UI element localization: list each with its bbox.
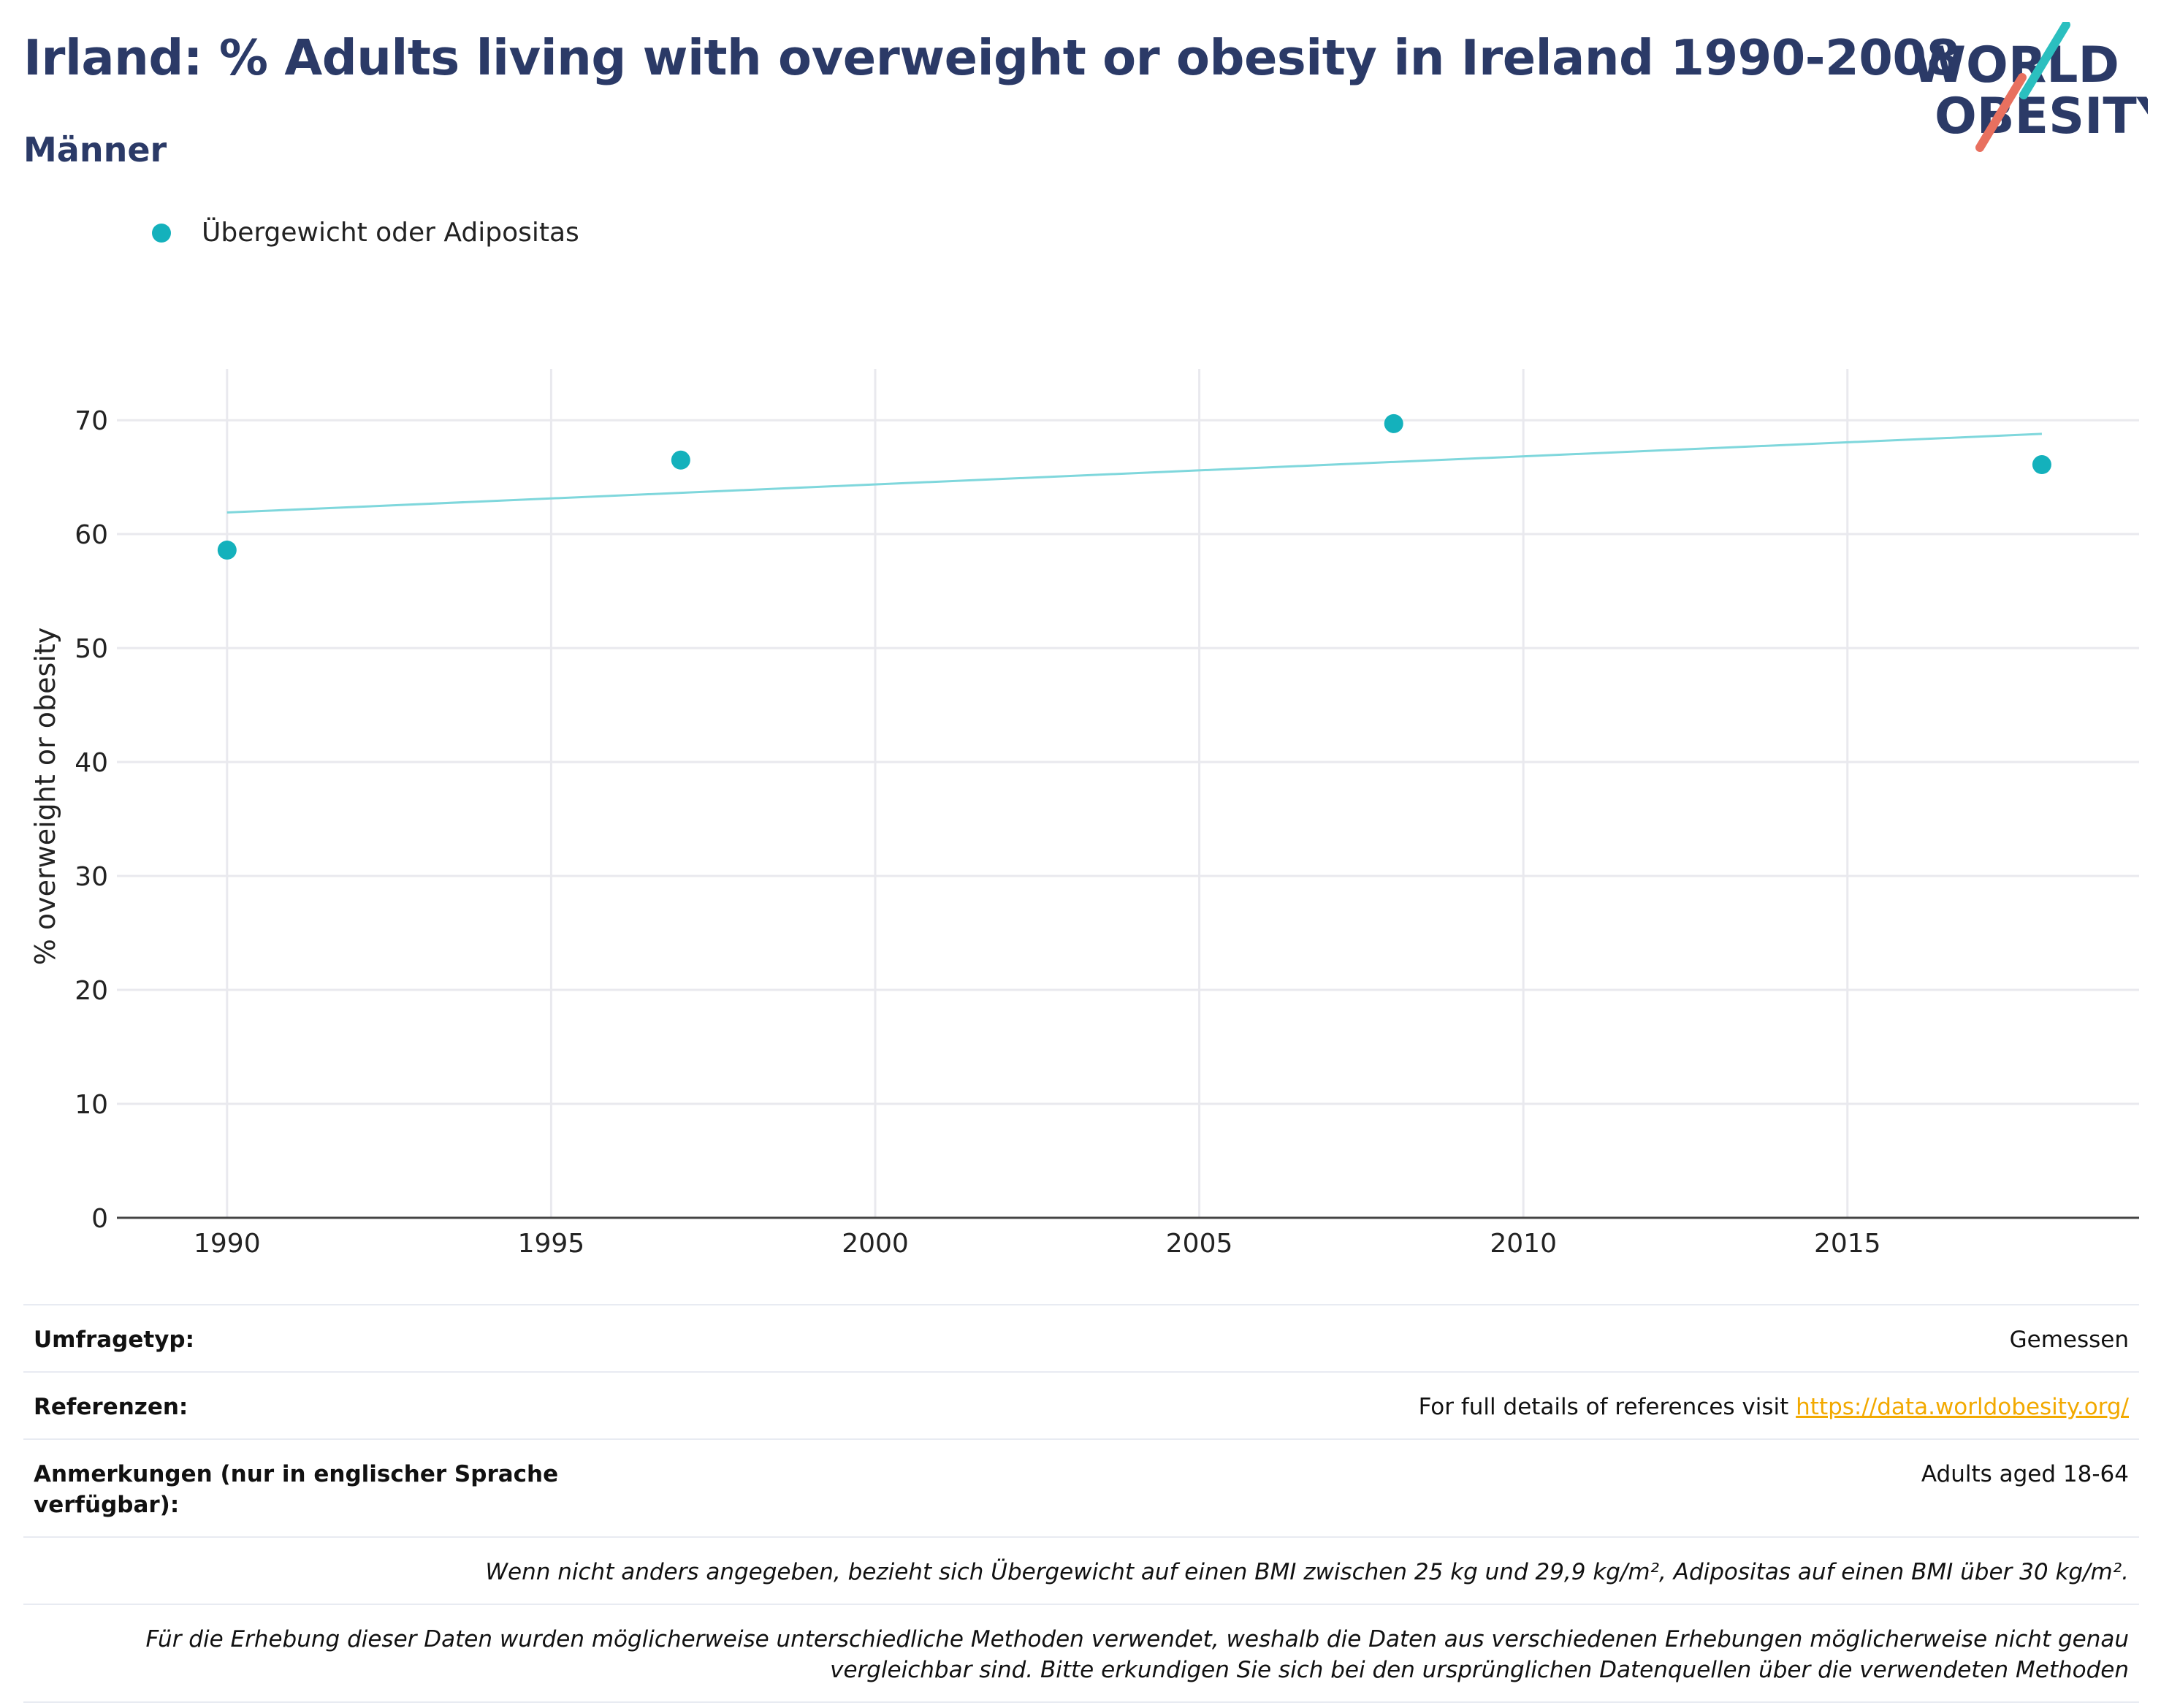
scatter-chart: 1990 1995 2000 2005 2010 2015 0 10 20 30 40 50 60 70… bbox=[29, 369, 2139, 1259]
y-tick-10: 10 bbox=[75, 1090, 108, 1120]
notes-label: Anmerkungen (nur in englischer Sprache v… bbox=[34, 1461, 559, 1518]
y-tick-30: 30 bbox=[75, 862, 108, 892]
logo-word-obesity: OBESITY bbox=[1935, 88, 2148, 145]
world-obesity-logo: WORLD OBESITY bbox=[1911, 22, 2148, 152]
method-note: Für die Erhebung dieser Daten wurden mög… bbox=[23, 1604, 2139, 1703]
y-tick-50: 50 bbox=[75, 634, 108, 664]
trend-line bbox=[226, 432, 2042, 514]
notes-row: Anmerkungen (nur in englischer Sprache v… bbox=[23, 1438, 2139, 1536]
chart-subtitle: Männer bbox=[23, 130, 167, 169]
y-tick-70: 70 bbox=[75, 406, 108, 436]
logo-teal-slash bbox=[2019, 22, 2070, 99]
y-tick-0: 0 bbox=[91, 1204, 108, 1234]
x-tick-labels: 1990 1995 2000 2005 2010 2015 bbox=[194, 1229, 1881, 1259]
x-tick-1990: 1990 bbox=[194, 1229, 261, 1259]
y-tick-60: 60 bbox=[75, 520, 108, 550]
method-note-line-2: vergleichbar sind. Bitte erkundigen Sie … bbox=[830, 1657, 2129, 1683]
x-tick-2000: 2000 bbox=[842, 1229, 909, 1259]
legend-label: Übergewicht oder Adipositas bbox=[202, 218, 579, 248]
y-axis-label: % overweight or obesity bbox=[29, 628, 61, 966]
x-tick-2005: 2005 bbox=[1166, 1229, 1233, 1259]
data-point-1997[interactable] bbox=[671, 450, 690, 470]
trend-line-layer bbox=[226, 432, 2042, 514]
references-prefix: For full details of references visit bbox=[1418, 1394, 1796, 1420]
references-value: For full details of references visit htt… bbox=[1419, 1392, 2129, 1422]
x-tick-2010: 2010 bbox=[1490, 1229, 1557, 1259]
x-tick-1995: 1995 bbox=[518, 1229, 585, 1259]
chart-title: Irland: % Adults living with overweight … bbox=[23, 29, 1960, 86]
survey-type-row: Umfragetyp: Gemessen bbox=[23, 1304, 2139, 1371]
data-point-2008[interactable] bbox=[1384, 413, 1403, 433]
notes-value: Adults aged 18-64 bbox=[1921, 1461, 2129, 1487]
legend[interactable]: Übergewicht oder Adipositas bbox=[152, 218, 579, 248]
data-points bbox=[217, 413, 2051, 560]
legend-marker bbox=[152, 223, 171, 243]
x-tick-2015: 2015 bbox=[1814, 1229, 1881, 1259]
method-note-line-1: Für die Erhebung dieser Daten wurden mög… bbox=[145, 1626, 2129, 1652]
grid-lines bbox=[117, 369, 2139, 1219]
survey-type-label: Umfragetyp: bbox=[34, 1327, 194, 1353]
survey-type-value: Gemessen bbox=[2009, 1327, 2129, 1353]
data-point-2018[interactable] bbox=[2032, 455, 2051, 475]
references-row: Referenzen: For full details of referenc… bbox=[23, 1371, 2139, 1438]
data-point-1990[interactable] bbox=[217, 540, 237, 560]
logo-red-slash bbox=[1975, 73, 2027, 152]
references-link[interactable]: https://data.worldobesity.org/ bbox=[1796, 1394, 2129, 1420]
references-label: Referenzen: bbox=[34, 1394, 188, 1420]
y-tick-20: 20 bbox=[75, 976, 108, 1006]
bmi-note: Wenn nicht anders angegeben, bezieht sic… bbox=[23, 1536, 2139, 1604]
info-table: Umfragetyp: Gemessen Referenzen: For ful… bbox=[23, 1304, 2139, 1703]
y-tick-labels: 0 10 20 30 40 50 60 70 bbox=[75, 406, 108, 1234]
y-tick-40: 40 bbox=[75, 748, 108, 778]
